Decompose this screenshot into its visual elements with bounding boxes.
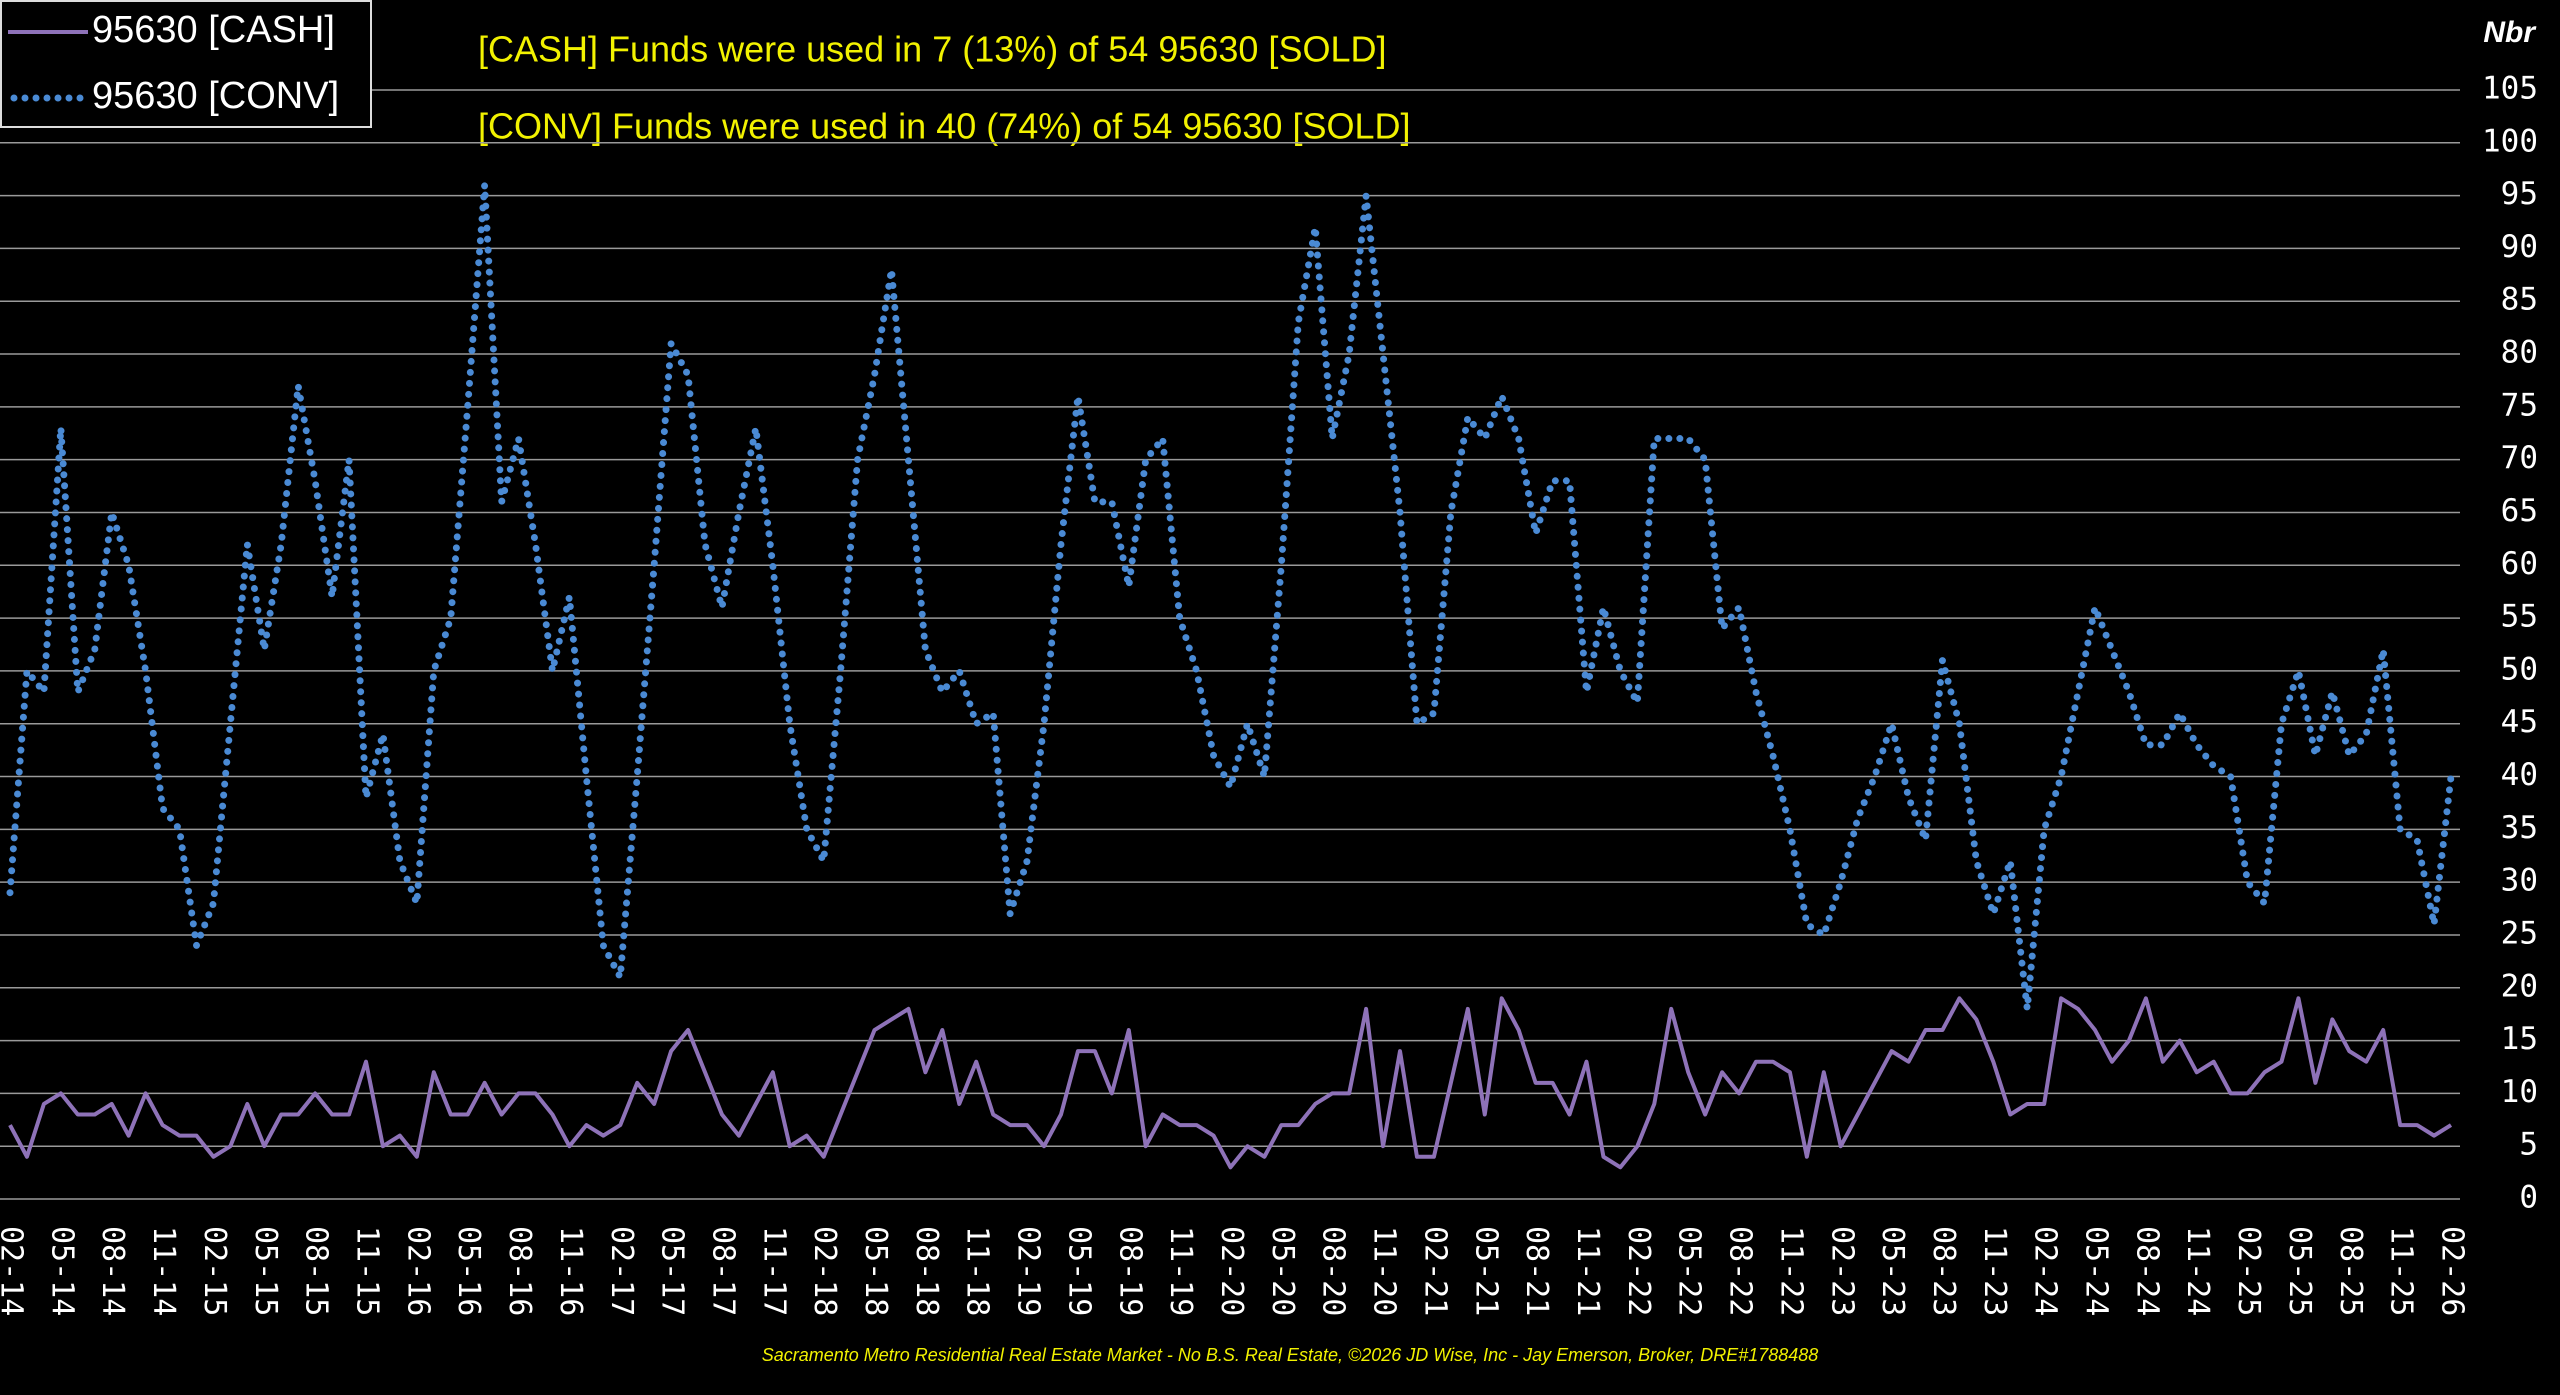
- x-tick-label: 08-24: [2129, 1226, 2164, 1316]
- x-tick-label: 02-25: [2231, 1226, 2266, 1316]
- x-tick-label: 08-14: [95, 1226, 130, 1316]
- y-tick-label: 70: [2501, 440, 2538, 476]
- x-tick-label: 11-14: [146, 1226, 181, 1316]
- y-tick-label: 10: [2501, 1074, 2538, 1110]
- x-tick-label: 11-21: [1570, 1226, 1605, 1316]
- y-tick-label: 5: [2519, 1127, 2538, 1163]
- series-line: [6, 181, 2455, 1013]
- x-tick-label: 11-20: [1367, 1226, 1402, 1316]
- y-tick-label: 55: [2501, 599, 2538, 635]
- x-tick-label: 08-15: [299, 1226, 334, 1316]
- x-tick-label: 11-25: [2384, 1226, 2419, 1316]
- x-tick-label: 05-18: [858, 1226, 893, 1316]
- x-tick-label: 08-22: [1723, 1226, 1758, 1316]
- x-tick-label: 08-16: [502, 1226, 537, 1316]
- x-tick-label: 08-17: [705, 1226, 740, 1316]
- y-tick-label: 95: [2501, 176, 2538, 212]
- x-tick-label: 05-22: [1672, 1226, 1707, 1316]
- x-tick-label: 05-14: [44, 1226, 79, 1316]
- y-tick-label: 45: [2501, 704, 2538, 740]
- x-tick-label: 05-19: [1061, 1226, 1096, 1316]
- y-tick-label: 25: [2501, 915, 2538, 951]
- x-tick-label: 11-15: [349, 1226, 384, 1316]
- x-tick-label: 08-21: [1519, 1226, 1554, 1316]
- x-tick-label: 11-22: [1773, 1226, 1808, 1316]
- y-tick-label: 15: [2501, 1021, 2538, 1057]
- y-tick-label: 30: [2501, 863, 2538, 899]
- x-tick-label: 05-21: [1468, 1226, 1503, 1316]
- y-tick-label: 0: [2519, 1180, 2538, 1216]
- y-tick-label: 90: [2501, 229, 2538, 265]
- y-tick-label: 40: [2501, 757, 2538, 793]
- x-tick-label: 05-17: [655, 1226, 690, 1316]
- x-tick-label: 02-16: [400, 1226, 435, 1316]
- x-tick-label: 05-24: [2079, 1226, 2114, 1316]
- x-tick-label: 11-16: [553, 1226, 588, 1316]
- x-tick-label: 02-18: [807, 1226, 842, 1316]
- x-tick-label: 11-23: [1977, 1226, 2012, 1316]
- x-tick-label: 02-23: [1824, 1226, 1859, 1316]
- x-tick-label: 11-18: [960, 1226, 995, 1316]
- x-tick-label: 02-22: [1621, 1226, 1656, 1316]
- y-tick-label: 60: [2501, 546, 2538, 582]
- x-tick-label: 08-20: [1316, 1226, 1351, 1316]
- legend-label: 95630 [CONV]: [92, 75, 339, 117]
- x-tick-label: 02-21: [1417, 1226, 1452, 1316]
- x-tick-label: 08-19: [1112, 1226, 1147, 1316]
- footer: Sacramento Metro Residential Real Estate…: [762, 1345, 1819, 1365]
- annotation: [CONV] Funds were used in 40 (74%) of 54…: [478, 106, 1410, 147]
- series-line: [8, 996, 2453, 1170]
- x-tick-label: 02-14: [0, 1226, 29, 1316]
- x-tick-label: 02-24: [2028, 1226, 2063, 1316]
- x-tick-label: 08-23: [1926, 1226, 1961, 1316]
- x-tick-label: 08-18: [909, 1226, 944, 1316]
- x-tick-label: 02-26: [2435, 1226, 2470, 1316]
- annotation: [CASH] Funds were used in 7 (13%) of 54 …: [478, 29, 1386, 70]
- legend-label: 95630 [CASH]: [92, 9, 335, 51]
- y-tick-label: 20: [2501, 968, 2538, 1004]
- x-tick-label: 11-17: [756, 1226, 791, 1316]
- legend-box: [0, 0, 372, 128]
- x-tick-label: 02-20: [1214, 1226, 1249, 1316]
- x-tick-label: 05-15: [248, 1226, 283, 1316]
- y-axis-label: Nbr: [2483, 16, 2537, 49]
- x-tick-label: 05-25: [2282, 1226, 2317, 1316]
- y-tick-label: 100: [2482, 123, 2538, 159]
- y-tick-label: 105: [2482, 71, 2538, 107]
- x-tick-label: 05-23: [1875, 1226, 1910, 1316]
- x-tick-label: 08-25: [2333, 1226, 2368, 1316]
- y-tick-label: 85: [2501, 282, 2538, 318]
- x-tick-label: 02-15: [197, 1226, 232, 1316]
- y-tick-label: 75: [2501, 387, 2538, 423]
- y-tick-label: 35: [2501, 810, 2538, 846]
- x-tick-label: 11-24: [2180, 1226, 2215, 1316]
- x-tick-label: 05-16: [451, 1226, 486, 1316]
- x-tick-label: 02-19: [1011, 1226, 1046, 1316]
- x-tick-label: 11-19: [1163, 1226, 1198, 1316]
- x-tick-label: 05-20: [1265, 1226, 1300, 1316]
- y-tick-label: 80: [2501, 335, 2538, 371]
- y-tick-label: 50: [2501, 651, 2538, 687]
- y-tick-label: 65: [2501, 493, 2538, 529]
- x-tick-label: 02-17: [604, 1226, 639, 1316]
